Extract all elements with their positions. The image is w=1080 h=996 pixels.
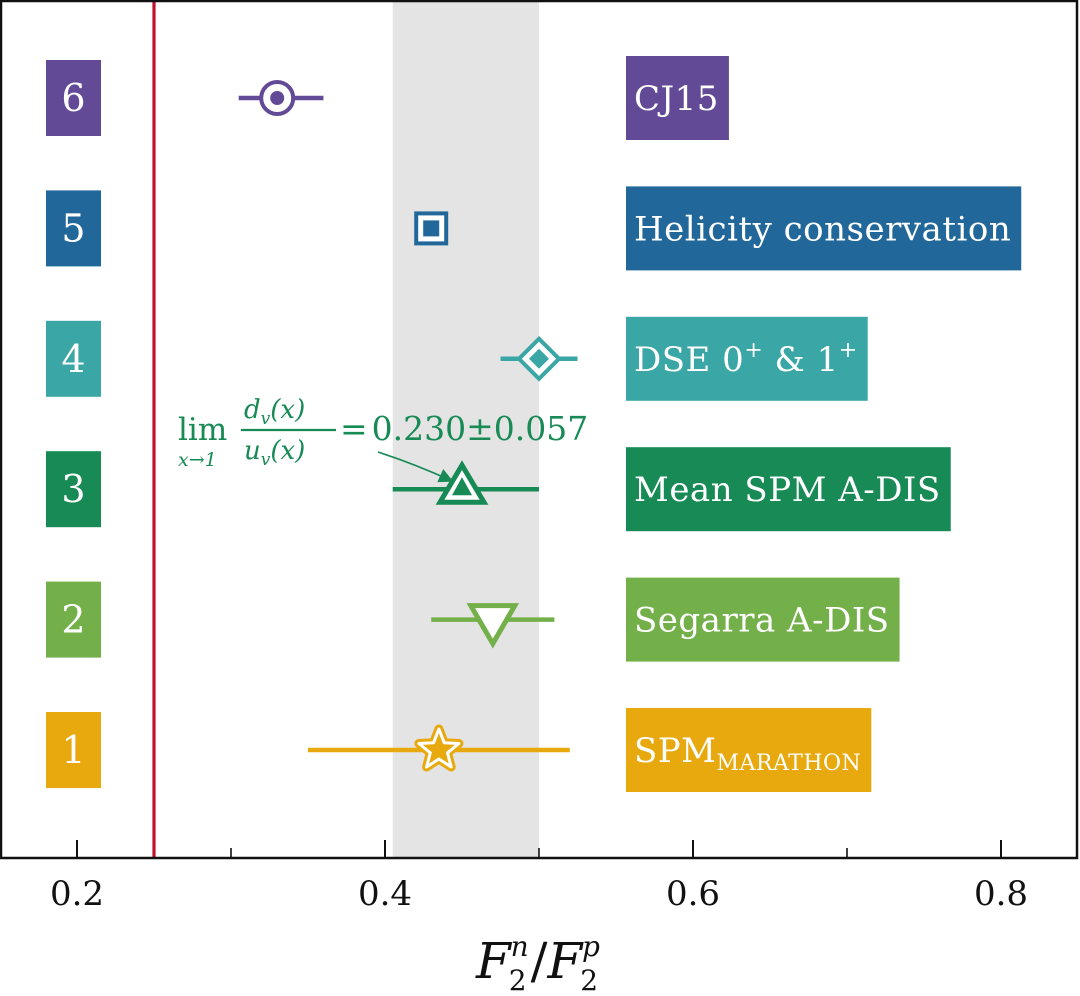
row-index-label: 1 bbox=[61, 728, 85, 772]
row-label-box bbox=[626, 56, 729, 140]
row-label: SPMMARATHON bbox=[626, 708, 872, 792]
annotation-equals: = bbox=[340, 409, 368, 448]
svg-text:lim: lim bbox=[178, 412, 227, 448]
svg-text:x→1: x→1 bbox=[178, 449, 217, 471]
row-label-text: Mean SPM A-DIS bbox=[634, 470, 941, 510]
x-tick-label: 0.8 bbox=[974, 874, 1028, 914]
row-label: CJ15 bbox=[626, 56, 729, 140]
row-index-label: 5 bbox=[61, 206, 85, 250]
x-tick-label: 0.2 bbox=[50, 874, 104, 914]
row-index-badge bbox=[46, 60, 101, 136]
series-row-6: 6 CJ15 bbox=[46, 56, 729, 140]
marker-triangle-down bbox=[466, 603, 520, 649]
annotation-arrow bbox=[377, 451, 454, 483]
row-label-box bbox=[626, 186, 1022, 271]
row-label: Segarra A-DIS bbox=[626, 577, 900, 662]
annotation-value: 0.230 bbox=[372, 409, 466, 448]
annotation-pm: ± bbox=[466, 409, 494, 448]
annotation-denominator: u bbox=[244, 436, 261, 466]
row-label-box bbox=[626, 316, 868, 401]
row-label-box bbox=[626, 577, 900, 662]
marker-diamond-core bbox=[529, 348, 549, 369]
row-label: DSE 0+ & 1+ bbox=[626, 316, 868, 401]
row-label-text: Helicity conservation bbox=[634, 209, 1011, 249]
marker-star bbox=[417, 727, 461, 769]
annotation-numerator-arg: (x) bbox=[270, 395, 305, 425]
series-row-1: 1 SPMMARATHON bbox=[46, 708, 872, 792]
svg-text:dv(x): dv(x) bbox=[244, 395, 305, 429]
row-index-badge bbox=[46, 451, 101, 528]
row-label: Helicity conservation bbox=[626, 186, 1022, 271]
row-label: Mean SPM A-DIS bbox=[626, 447, 951, 532]
series-row-5: 5 Helicity conservation bbox=[46, 186, 1022, 271]
x-tick-label: 0.6 bbox=[666, 874, 720, 914]
series-row-2: 2 Segarra A-DIS bbox=[46, 577, 900, 662]
x-axis-title: F2n/F2p bbox=[475, 930, 600, 996]
annotation-numerator-sub: v bbox=[261, 409, 271, 429]
row-index-label: 2 bbox=[61, 598, 85, 642]
annotation: lim x→1 dv(x) uv(x) = 0.230±0.057 bbox=[178, 395, 588, 483]
row-index-label: 4 bbox=[61, 337, 85, 381]
row-index-label: 3 bbox=[61, 467, 85, 511]
row-label-text: Segarra A-DIS bbox=[634, 601, 890, 641]
marker-circle-core bbox=[270, 91, 285, 105]
row-label-text: CJ15 bbox=[634, 79, 719, 119]
marker-square-core bbox=[423, 220, 440, 237]
annotation-numerator: d bbox=[244, 395, 261, 425]
annotation-lim-sub: x→1 bbox=[178, 449, 217, 471]
row-index-badge bbox=[46, 712, 101, 788]
row-label-box bbox=[626, 708, 872, 792]
annotation-error: 0.057 bbox=[494, 409, 588, 448]
plot-frame bbox=[0, 0, 1079, 860]
svg-text:uv(x): uv(x) bbox=[244, 436, 305, 470]
shaded-band bbox=[392, 0, 539, 858]
series-row-3: 3 Mean SPM A-DIS bbox=[46, 447, 951, 532]
row-label-text: SPMMARATHON bbox=[634, 731, 861, 776]
row-label-text: DSE 0+ & 1+ bbox=[634, 338, 858, 380]
annotation-denominator-sub: v bbox=[261, 450, 271, 470]
marker-triangle-up-core bbox=[452, 477, 472, 496]
row-index-badge bbox=[46, 320, 101, 397]
row-label-box bbox=[626, 447, 951, 532]
annotation-lim: lim bbox=[178, 412, 227, 448]
x-tick-label: 0.4 bbox=[358, 874, 412, 914]
plot-background bbox=[0, 0, 1080, 858]
series-row-4: 4 DSE 0+ & 1+ bbox=[46, 316, 868, 401]
annotation-denominator-arg: (x) bbox=[270, 436, 305, 466]
svg-text:=0.230±0.057: = 0.230±0.057 bbox=[340, 409, 588, 448]
row-index-label: 6 bbox=[61, 76, 85, 120]
row-index-badge bbox=[46, 581, 101, 658]
row-index-badge bbox=[46, 190, 101, 267]
